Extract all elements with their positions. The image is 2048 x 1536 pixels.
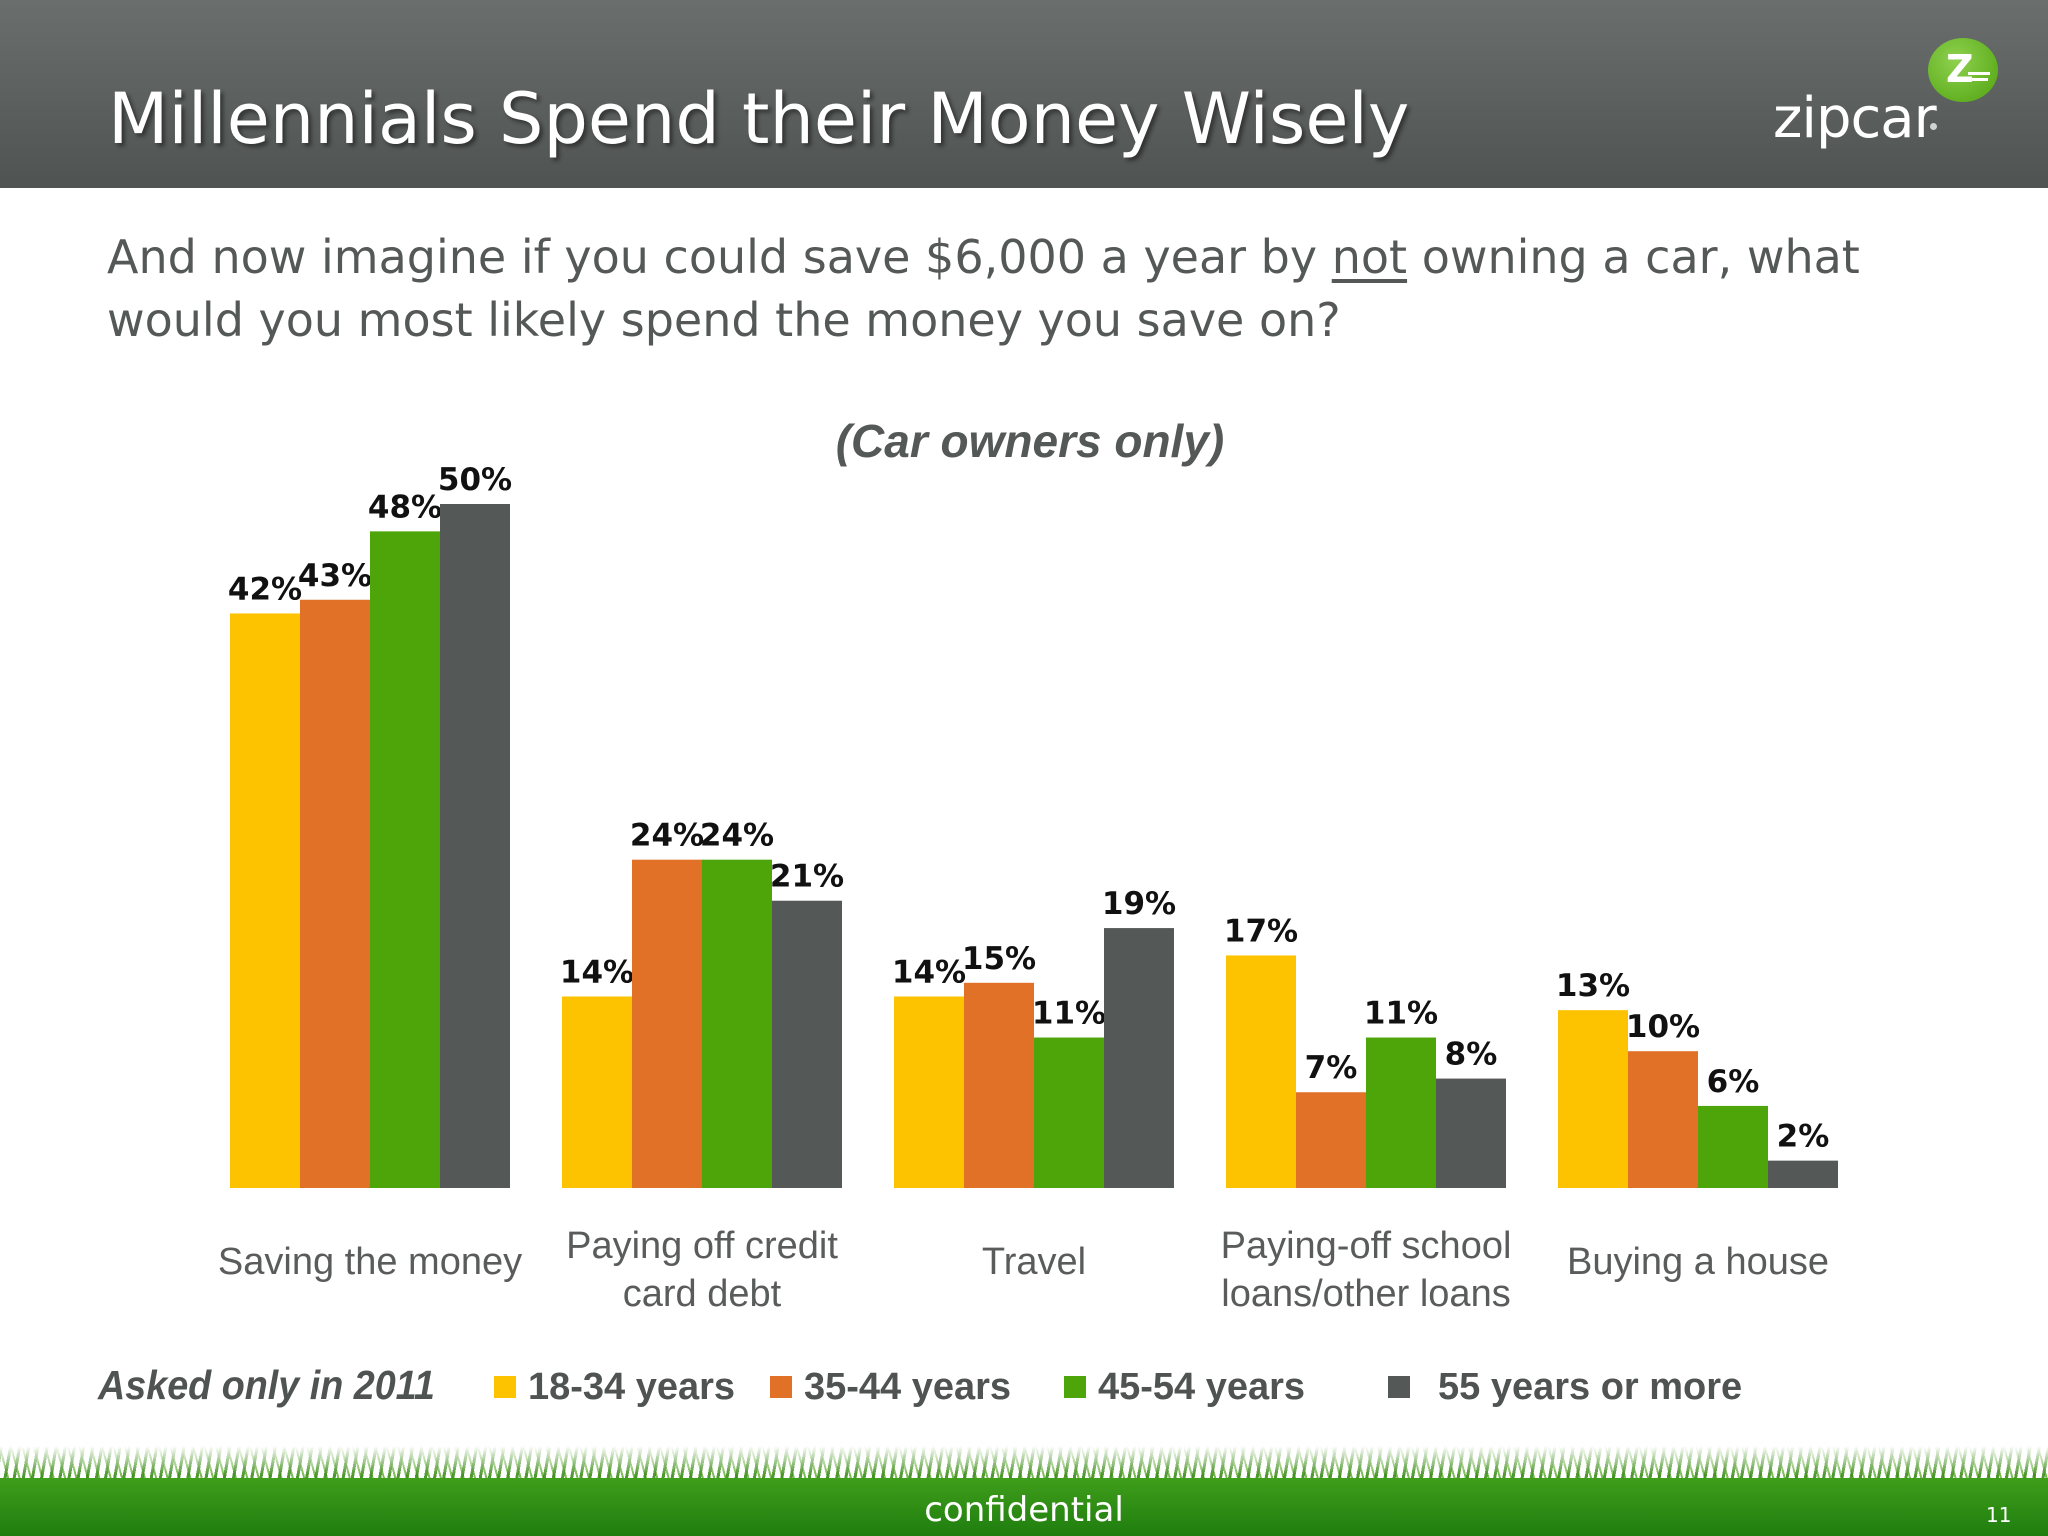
bar-4-2 bbox=[1296, 1092, 1366, 1188]
legend-item: 45-54 years bbox=[1064, 1364, 1305, 1410]
question-text-start: And now imagine if you could save $6,000… bbox=[107, 230, 1332, 284]
bar-5-1 bbox=[1558, 1010, 1628, 1188]
legend-item: 35-44 years bbox=[770, 1364, 1011, 1410]
bar-4-4 bbox=[1436, 1078, 1506, 1188]
bar-value-label: 48% bbox=[368, 489, 442, 525]
bar-value-label: 50% bbox=[438, 462, 512, 498]
bar-3-4 bbox=[1104, 928, 1174, 1188]
bar-4-3 bbox=[1366, 1037, 1436, 1188]
bar-value-label: 10% bbox=[1626, 1009, 1700, 1045]
bar-value-label: 14% bbox=[892, 954, 966, 990]
bar-1-2 bbox=[300, 599, 370, 1188]
bar-value-label: 24% bbox=[630, 818, 704, 854]
category-label-line: loans/other loans bbox=[1221, 1273, 1511, 1315]
legend-swatch bbox=[1388, 1376, 1410, 1398]
survey-note: Asked only in 2011 bbox=[98, 1362, 435, 1408]
category-label: Travel bbox=[864, 1238, 1204, 1286]
legend-label: 55 years or more bbox=[1438, 1365, 1743, 1408]
bar-4-1 bbox=[1226, 955, 1296, 1188]
bar-5-2 bbox=[1628, 1051, 1698, 1188]
bar-value-label: 7% bbox=[1305, 1050, 1358, 1086]
svg-text:Z: Z bbox=[1946, 47, 1974, 91]
legend-swatch bbox=[770, 1376, 792, 1398]
category-label: Buying a house bbox=[1528, 1238, 1868, 1286]
legend-label: 35-44 years bbox=[804, 1365, 1012, 1408]
category-label-line: Paying-off school bbox=[1220, 1225, 1512, 1267]
bar-value-label: 14% bbox=[560, 954, 634, 990]
bar-value-label: 24% bbox=[700, 818, 774, 854]
bar-value-label: 21% bbox=[770, 859, 844, 895]
bar-value-label: 6% bbox=[1707, 1064, 1760, 1100]
bar-value-label: 15% bbox=[962, 941, 1036, 977]
bar-value-label: 13% bbox=[1556, 968, 1630, 1004]
legend-label: 18-34 years bbox=[528, 1365, 736, 1408]
bar-1-1 bbox=[230, 613, 300, 1188]
question-text-end: owning a car, what would you most likely… bbox=[107, 230, 1860, 347]
bar-5-4 bbox=[1768, 1160, 1838, 1188]
legend-item: 55 years or more bbox=[1388, 1364, 1742, 1410]
legend-swatch bbox=[494, 1376, 516, 1398]
bar-2-1 bbox=[562, 996, 632, 1188]
bar-5-3 bbox=[1698, 1105, 1768, 1188]
category-label-line: card debt bbox=[622, 1273, 782, 1315]
footer-bar bbox=[0, 1478, 2048, 1536]
bar-value-label: 11% bbox=[1032, 996, 1106, 1032]
zipcar-badge-icon: Z bbox=[1928, 38, 1998, 102]
bar-value-label: 11% bbox=[1364, 996, 1438, 1032]
category-label-line: Paying off credit bbox=[566, 1225, 838, 1267]
bar-value-label: 19% bbox=[1102, 886, 1176, 922]
category-label: Paying-off school loans/other loans bbox=[1196, 1222, 1536, 1318]
slide-title: Millennials Spend their Money Wisely bbox=[108, 78, 1410, 160]
category-label-line: Saving the money bbox=[217, 1241, 523, 1283]
legend-label: 45-54 years bbox=[1098, 1365, 1306, 1408]
legend-item: 18-34 years bbox=[494, 1364, 735, 1410]
page-number: 11 bbox=[1986, 1503, 2012, 1527]
zipcar-wordmark: zipcar bbox=[1773, 86, 1937, 151]
survey-question: And now imagine if you could save $6,000… bbox=[107, 226, 1967, 352]
question-underlined-word: not bbox=[1331, 230, 1408, 284]
category-label-line: Buying a house bbox=[1567, 1241, 1829, 1283]
category-label: Saving the money bbox=[200, 1238, 540, 1286]
bar-2-2 bbox=[632, 859, 702, 1188]
footer-confidential: confidential bbox=[924, 1490, 1124, 1530]
bar-2-4 bbox=[772, 900, 842, 1188]
bar-value-label: 17% bbox=[1224, 913, 1298, 949]
bar-3-2 bbox=[964, 982, 1034, 1188]
category-label-line: Travel bbox=[981, 1241, 1087, 1283]
category-label: Paying off credit card debt bbox=[532, 1222, 872, 1318]
bar-2-3 bbox=[702, 859, 772, 1188]
chart-subtitle: (Car owners only) bbox=[835, 415, 1225, 467]
bar-value-label: 43% bbox=[298, 558, 372, 594]
bar-3-3 bbox=[1034, 1037, 1104, 1188]
bar-value-label: 8% bbox=[1445, 1037, 1498, 1073]
title-bar bbox=[0, 0, 2048, 188]
logo-dot bbox=[1930, 123, 1937, 130]
bar-1-4 bbox=[440, 504, 510, 1188]
bar-value-label: 2% bbox=[1777, 1119, 1830, 1155]
bar-value-label: 42% bbox=[228, 571, 302, 607]
bar-1-3 bbox=[370, 531, 440, 1188]
legend-swatch bbox=[1064, 1376, 1086, 1398]
bar-3-1 bbox=[894, 996, 964, 1188]
